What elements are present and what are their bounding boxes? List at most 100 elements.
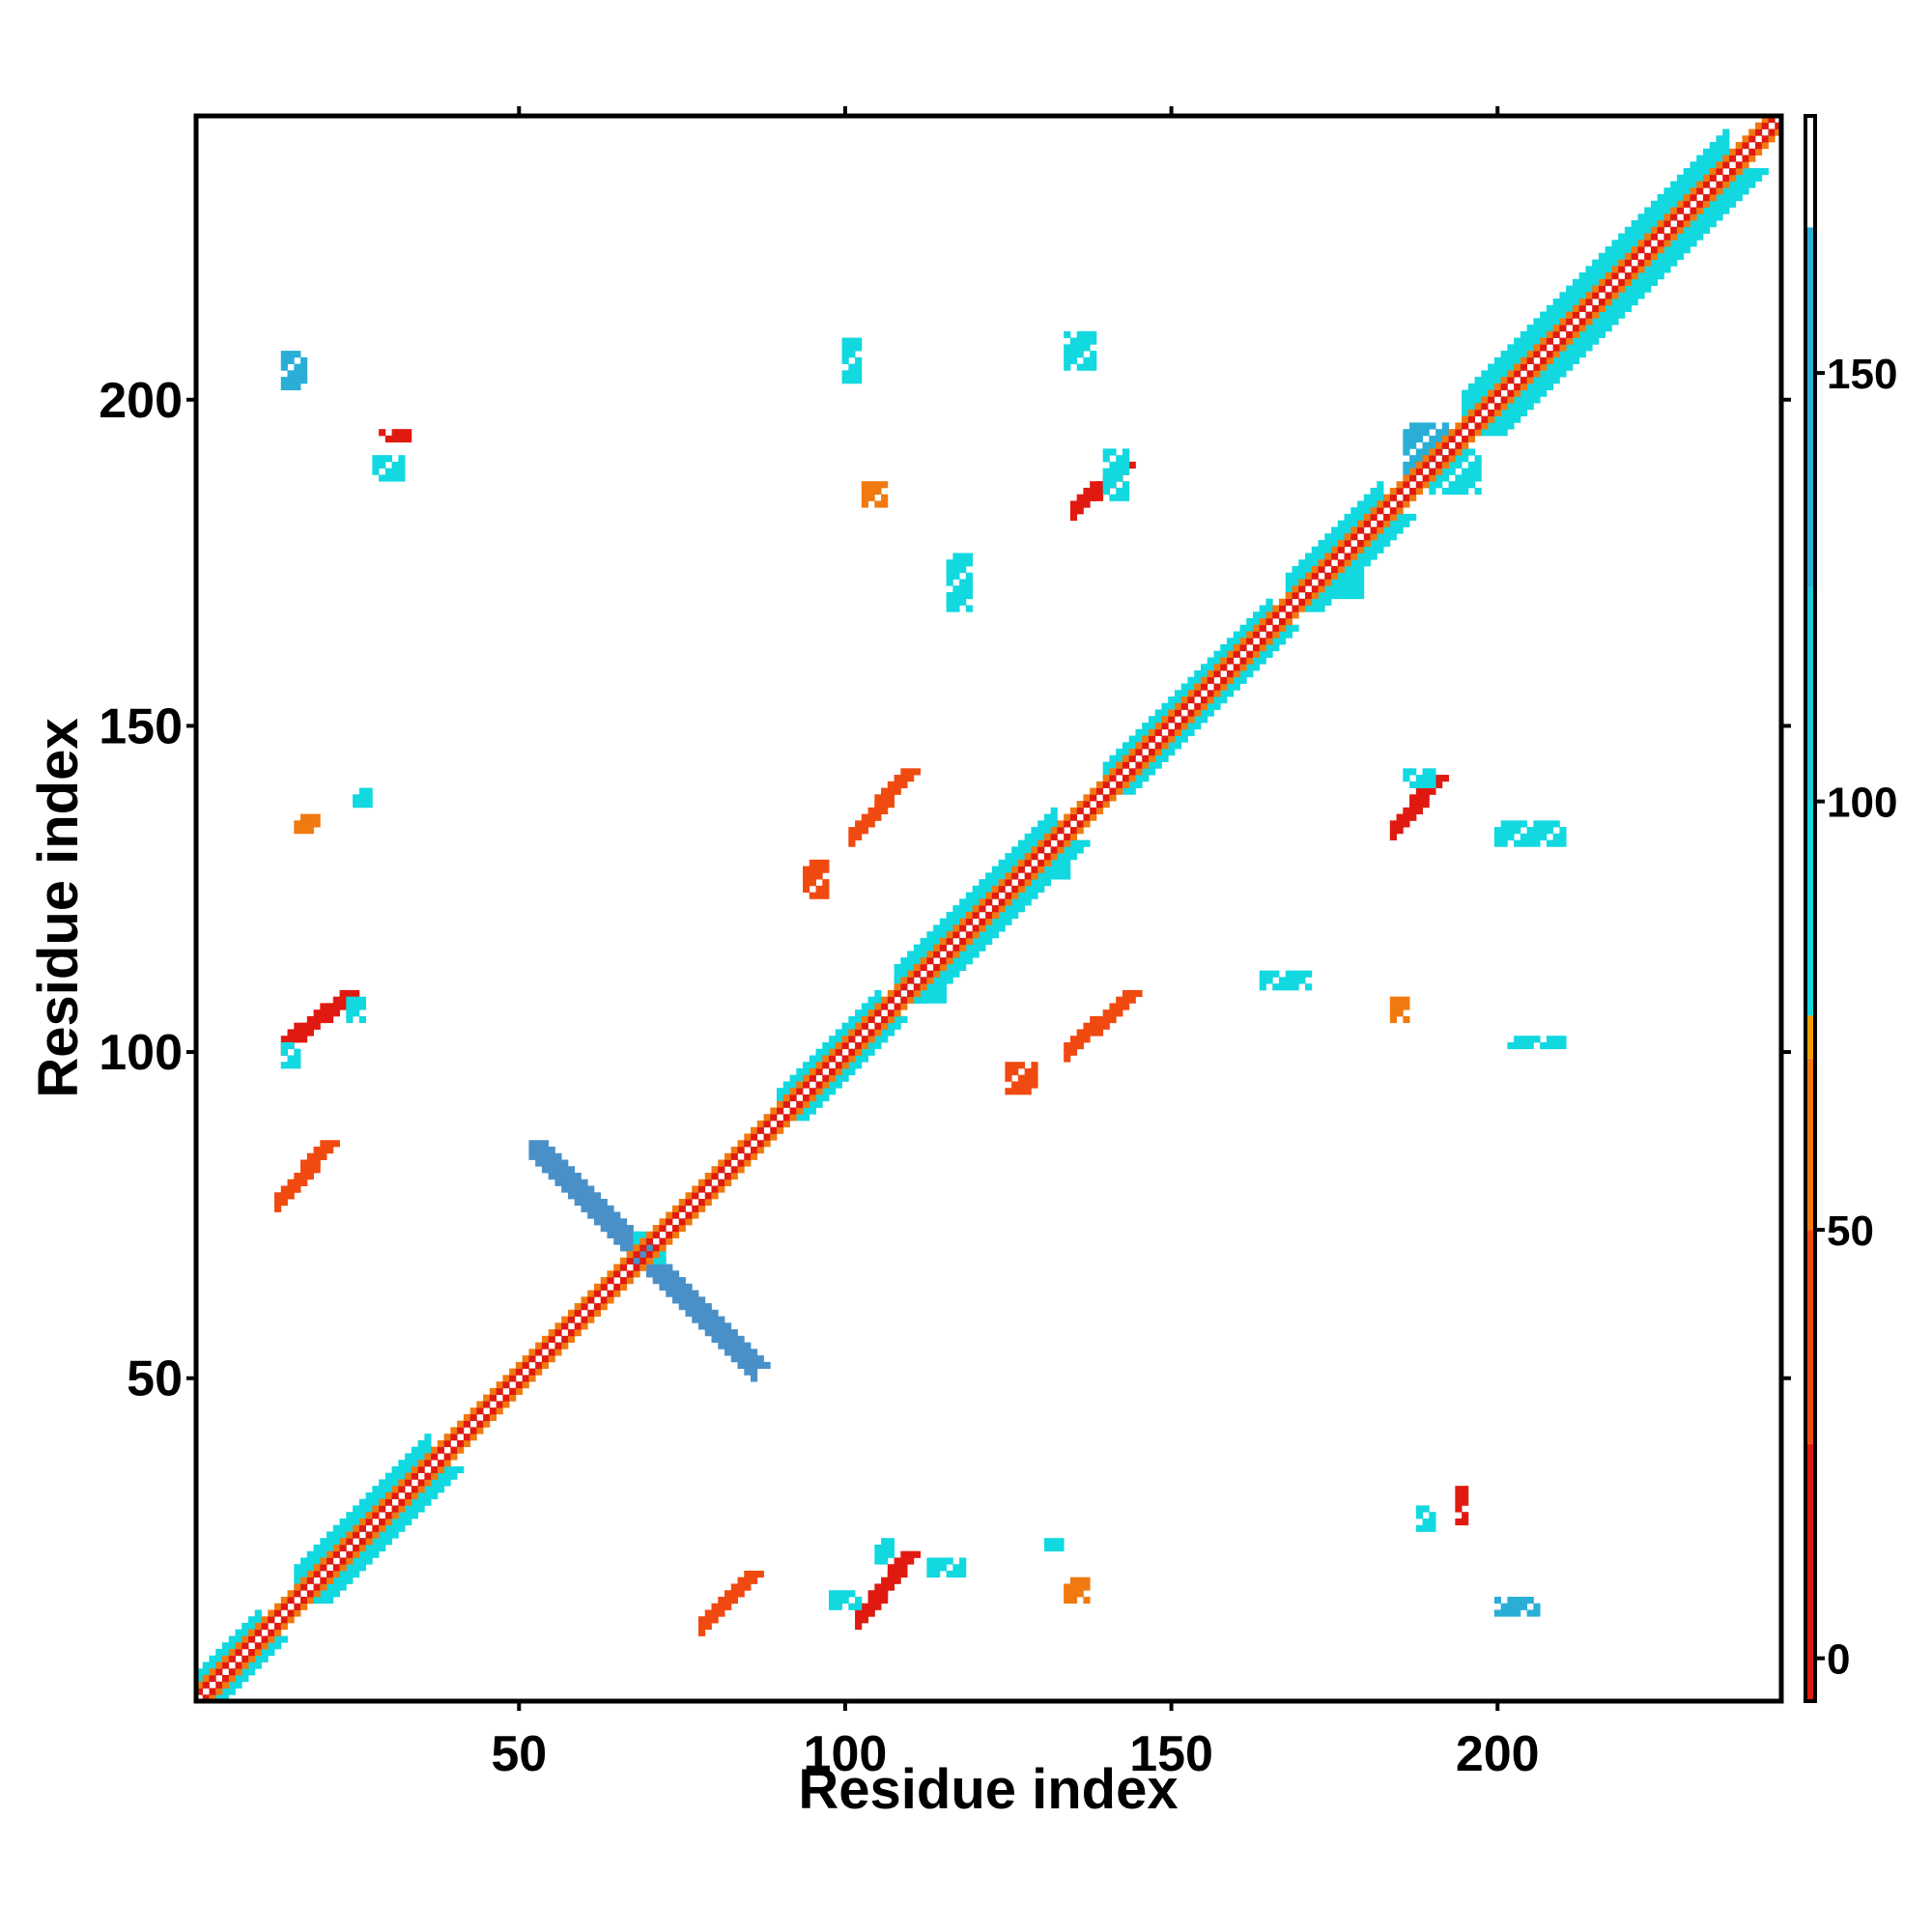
heatmap-cell [1331, 572, 1339, 580]
heatmap-cell [574, 1173, 582, 1180]
heatmap-cell [391, 1518, 399, 1526]
heatmap-cell [770, 1107, 778, 1115]
heatmap-cell [1514, 839, 1521, 847]
heatmap-cell [287, 377, 295, 384]
heatmap-cell [685, 1303, 693, 1311]
heatmap-cell [855, 1009, 863, 1017]
heatmap-cell [1507, 351, 1515, 358]
heatmap-cell [1676, 252, 1685, 260]
heatmap-cell [1102, 775, 1110, 782]
heatmap-cell [228, 1648, 236, 1657]
heatmap-cell [1370, 494, 1378, 501]
heatmap-cell [300, 813, 308, 821]
heatmap-cell [424, 1498, 432, 1506]
heatmap-cell [959, 598, 967, 606]
heatmap-cell [1357, 579, 1365, 586]
heatmap-cell [1624, 240, 1633, 247]
heatmap-cell [913, 983, 921, 991]
heatmap-cell [1605, 278, 1612, 286]
heatmap-cell [1520, 351, 1528, 358]
heatmap-cell [841, 370, 849, 378]
heatmap-cell [222, 1655, 230, 1662]
heatmap-cell [1363, 500, 1371, 508]
heatmap-cell [907, 970, 915, 978]
heatmap-cell [274, 1192, 282, 1200]
heatmap-cell [1095, 801, 1104, 809]
heatmap-cell [1272, 970, 1280, 978]
heatmap-cell [405, 429, 412, 437]
heatmap-cell [952, 905, 960, 913]
heatmap-cell [509, 1375, 517, 1382]
heatmap-cell [1552, 344, 1560, 352]
heatmap-cell [1285, 591, 1293, 600]
heatmap-cell [1389, 1015, 1397, 1024]
heatmap-cell [1592, 318, 1600, 326]
heatmap-cell [1728, 187, 1737, 195]
heatmap-cell [1592, 278, 1600, 286]
heatmap-cell [202, 1694, 210, 1702]
heatmap-cell [855, 337, 863, 345]
heatmap-cell [920, 957, 927, 965]
heatmap-cell [437, 1465, 445, 1474]
heatmap-cell [424, 1479, 432, 1487]
heatmap-cell [1761, 168, 1769, 176]
heatmap-cell [835, 1081, 842, 1089]
heatmap-cell [1650, 226, 1659, 234]
heatmap-cell [1650, 233, 1659, 241]
heatmap-cell [1370, 487, 1378, 496]
heatmap-cell [1174, 735, 1182, 743]
heatmap-cell [1546, 370, 1554, 378]
heatmap-cell [1389, 526, 1397, 534]
heatmap-cell [306, 1570, 314, 1578]
heatmap-cell [1467, 415, 1475, 423]
heatmap-cell [751, 1368, 758, 1376]
heatmap-cell [320, 1557, 327, 1565]
heatmap-cell [1500, 820, 1508, 828]
heatmap-cell [1572, 330, 1580, 338]
heatmap-cell [339, 1564, 347, 1572]
heatmap-cell [1429, 775, 1436, 782]
heatmap-cell [1585, 344, 1593, 352]
heatmap-cell [692, 1290, 699, 1297]
heatmap-cell [1220, 664, 1228, 671]
heatmap-cell [822, 879, 830, 887]
heatmap-cell [848, 839, 856, 847]
heatmap-cell [855, 1603, 863, 1610]
heatmap-cell [959, 591, 967, 600]
heatmap-cell [1154, 716, 1162, 724]
heatmap-cell [372, 1531, 380, 1539]
heatmap-cell [881, 787, 889, 795]
colorbar [1804, 114, 1817, 1703]
heatmap-cell [1246, 638, 1254, 645]
heatmap-cell [1213, 696, 1221, 704]
heatmap-cell [1344, 553, 1351, 560]
heatmap-cell [718, 1185, 725, 1193]
heatmap-cell [822, 1074, 830, 1082]
heatmap-cell [926, 1570, 934, 1578]
heatmap-cell [724, 1349, 732, 1356]
heatmap-cell [528, 1152, 536, 1160]
heatmap-cell [1389, 833, 1397, 840]
heatmap-cell [391, 1505, 399, 1513]
heatmap-cell [907, 951, 915, 958]
heatmap-cell [1135, 989, 1143, 998]
heatmap-cell [1566, 292, 1574, 299]
heatmap-cell [1272, 644, 1280, 652]
heatmap-cell [306, 827, 314, 835]
heatmap-cell [1742, 155, 1749, 162]
heatmap-cell [894, 1009, 901, 1017]
heatmap-cell [1559, 298, 1567, 306]
heatmap-cell [1337, 585, 1345, 593]
heatmap-cell [443, 1434, 451, 1441]
heatmap-cell [535, 1361, 543, 1369]
heatmap-cell [1592, 266, 1600, 273]
heatmap-cell [1148, 728, 1156, 736]
heatmap-cell [1350, 520, 1358, 527]
heatmap-cell [979, 937, 986, 946]
heatmap-cell [1292, 977, 1299, 984]
heatmap-cell [1305, 572, 1313, 580]
heatmap-cell [867, 1029, 875, 1037]
heatmap-cell [1683, 200, 1690, 208]
heatmap-cell [1702, 181, 1711, 188]
heatmap-cell [659, 1225, 667, 1233]
